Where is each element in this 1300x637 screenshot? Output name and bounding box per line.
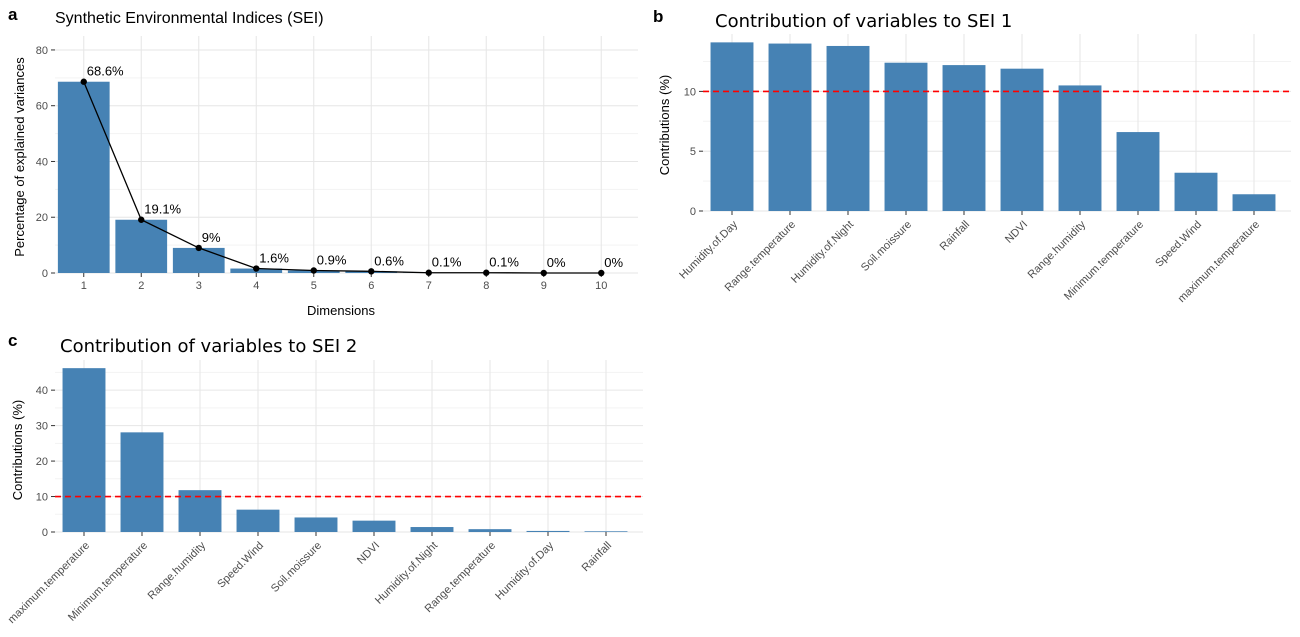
chart-a-data-label: 0.1% [489,255,519,270]
chart-c-bar [410,527,454,532]
chart-a-point [598,269,605,277]
chart-b-bar [1116,132,1160,211]
chart-b-ytick-label: 5 [690,146,696,158]
chart-a-xtick-label: 8 [483,280,489,292]
chart-b-ytick-label: 10 [684,86,696,98]
chart-c-bar [584,531,628,532]
chart-a-xtick-label: 5 [311,280,317,292]
chart-a-ytick-label: 60 [36,101,48,113]
chart-a-xtick-label: 3 [196,280,202,292]
chart-b-title: Contribution of variables to SEI 1 [715,11,1012,32]
chart-a-xlabel: Dimensions [307,303,375,318]
chart-b-xtick-label: Range.humidity [1026,218,1089,281]
panel-letter-c: c [8,331,17,350]
chart-b-xtick-label: Humidity.of.Day [677,218,740,281]
chart-b-ylabel: Contributions (%) [657,75,672,175]
chart-a-ytick-label: 40 [36,156,48,168]
chart-a-plot: 0 20 40 60 80 1 2 3 4 5 6 7 8 9 10 68.6% 19.1% 9% 1.6% 0.9%… [36,36,638,292]
chart-c-bar [294,517,338,532]
chart-b-bar [1000,68,1044,211]
chart-a-data-label: 1.6% [259,251,289,266]
chart-c-ytick-label: 40 [36,385,48,397]
chart-c-xtick-label: Humidity.of.Night [373,540,440,607]
chart-c-ylabel: Contributions (%) [10,400,25,500]
chart-c-bar [526,530,570,532]
chart-c-xtick-label: Range.humidity [146,539,209,602]
chart-a-bar [57,81,110,274]
chart-c-bar [62,368,106,532]
chart-c-bar [352,520,396,532]
chart-b-bar [710,42,754,212]
chart-b-xtick-label: Speed.Wind [1153,219,1204,270]
chart-a-point [425,269,432,276]
chart-b-bar [884,62,928,212]
chart-a-xtick-label: 6 [368,280,374,292]
chart-a-xtick-label: 9 [541,280,547,292]
chart-b-xtick-label: Soil.moissure [859,219,914,274]
chart-b-bar [768,43,812,211]
chart-a-point [483,269,490,276]
chart-c-xtick-label: Soil.moissure [269,540,324,595]
chart-c-title: Contribution of variables to SEI 2 [60,336,357,357]
chart-b-bar [1058,85,1102,211]
chart-b-ytick-label: 0 [690,206,696,218]
chart-b-bar [1174,172,1218,211]
chart-a-data-label: 9% [202,230,221,245]
chart-a-title: Synthetic Environmental Indices (SEI) [55,10,324,27]
chart-c-ytick-label: 20 [36,456,48,468]
chart-c-bar [120,432,164,532]
chart-c-xtick-label: Speed.Wind [215,540,266,591]
chart-a-ylabel: Percentage of explained variances [12,57,27,257]
chart-a-point [138,216,145,223]
panel-letter-b: b [653,7,663,26]
chart-c-xtick-label: NDVI [355,540,382,567]
chart-a-xtick-label: 2 [138,280,144,292]
chart-a-point [195,244,202,252]
panel-letter-a: a [8,5,18,24]
chart-a-ytick-label: 0 [42,268,48,280]
chart-b-xtick-label: Rainfall [938,219,972,253]
chart-b-plot: 0510Humidity.of.DayRange.temperatureHumi… [677,34,1291,305]
chart-b-bar [826,45,870,212]
chart-a-xtick-label: 10 [595,280,607,292]
chart-a-data-label: 68.6% [87,64,124,79]
chart-a-ytick-label: 20 [36,212,48,224]
chart-b-xtick-label: Humidity.of.Night [789,219,856,286]
chart-b-xtick-label: NDVI [1003,219,1030,246]
chart-a-point [310,267,317,274]
chart-b-bar [942,65,986,211]
chart-a-point [80,78,87,85]
chart-a-data-label: 0% [547,255,566,270]
chart-a-ytick-label: 80 [36,45,48,57]
chart-a-data-label: 19.1% [144,202,181,217]
chart-c-ytick-label: 0 [42,527,48,539]
chart-a-data-label: 0.9% [317,252,347,267]
chart-c-ytick-label: 10 [36,492,48,504]
chart-a-point [368,268,375,275]
chart-a-xtick-label: 1 [81,280,87,292]
chart-a-data-label: 0.6% [374,253,404,268]
chart-c-bar [236,509,280,532]
chart-c-bar [468,529,512,532]
chart-a-xtick-label: 7 [426,280,432,292]
chart-a-data-label: 0.1% [432,255,462,270]
chart-c-ytick-label: 30 [36,421,48,433]
chart-a-point [540,269,547,277]
chart-c-xtick-label: Rainfall [580,540,614,574]
chart-c-xtick-label: Humidity.of.Day [493,539,556,602]
chart-a-xtick-label: 4 [253,280,259,292]
chart-c-plot: 010203040maximum.temperatureMinimum.temp… [6,360,643,626]
chart-a-bar [172,247,225,273]
chart-a-bar [115,219,168,273]
chart-a-point [253,265,260,272]
chart-b-bar [1232,194,1276,211]
chart-a-series-line [83,81,602,274]
chart-a-data-label: 0% [604,255,623,270]
